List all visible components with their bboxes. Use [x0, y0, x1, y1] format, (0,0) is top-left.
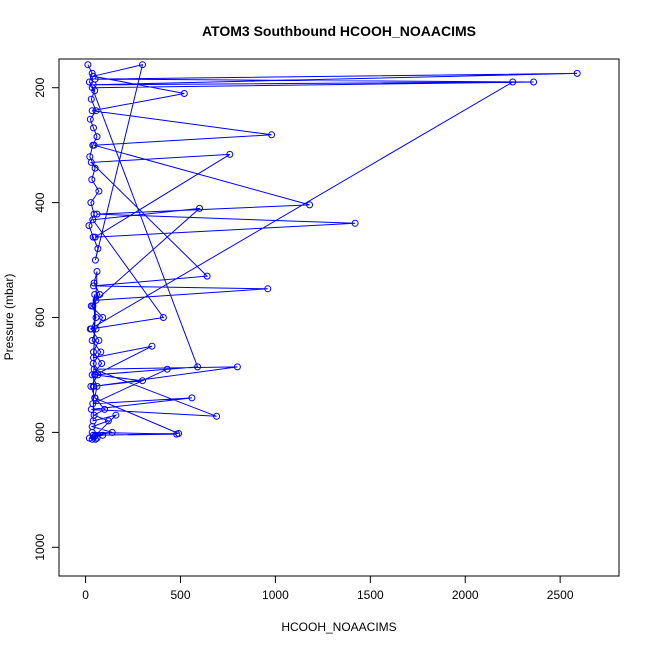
data-point: [196, 204, 203, 212]
data-point: [139, 61, 146, 69]
data-point: [84, 61, 92, 69]
x-tick-label: 0: [82, 588, 89, 602]
data-point: [163, 365, 171, 373]
data-point: [88, 435, 96, 443]
data-point: [97, 348, 105, 356]
data-point: [573, 69, 581, 77]
data-point: [112, 411, 120, 419]
data-point: [530, 78, 538, 86]
data-point: [306, 201, 314, 209]
x-axis-label: HCOOH_NOAACIMS: [281, 620, 396, 634]
plot-area: [84, 61, 581, 443]
data-point: [88, 84, 96, 92]
data-point: [92, 107, 100, 115]
data-point: [93, 382, 101, 390]
data-point: [90, 279, 98, 287]
data-point: [88, 176, 96, 184]
data-point: [188, 394, 196, 402]
x-axis: 0 500 1000 1500 2000 2500: [82, 575, 574, 602]
data-point: [98, 360, 106, 367]
data-point: [95, 187, 103, 195]
data-point: [87, 158, 95, 166]
data-point: [91, 371, 99, 379]
x-tick-label: 1500: [357, 588, 384, 602]
data-point: [148, 342, 156, 350]
data-point: [93, 268, 101, 275]
data-point: [89, 382, 97, 390]
data-point: [87, 199, 95, 207]
data-point: [89, 216, 97, 224]
y-tick-label: 1000: [33, 534, 47, 561]
data-point: [88, 428, 96, 436]
data-point: [90, 124, 97, 132]
data-point: [213, 412, 221, 420]
data-point: [89, 360, 97, 367]
data-point: [139, 377, 146, 385]
series-line: [87, 64, 578, 440]
x-tick-label: 2000: [452, 588, 479, 602]
data-point: [87, 95, 95, 103]
data-point: [92, 314, 100, 321]
y-tick-label: 800: [33, 422, 47, 442]
data-point: [95, 337, 103, 344]
data-point: [233, 363, 241, 371]
data-point: [351, 219, 359, 227]
x-tick-label: 2500: [547, 588, 574, 602]
plot-frame: [58, 58, 620, 577]
data-point: [91, 75, 99, 83]
data-point: [203, 272, 211, 280]
data-point: [264, 285, 272, 293]
data-point: [91, 291, 99, 298]
data-point: [173, 430, 181, 438]
x-tick-label: 500: [170, 588, 190, 602]
data-point: [509, 78, 517, 86]
y-tick-label: 600: [33, 307, 47, 327]
data-point: [108, 428, 116, 436]
data-point: [89, 417, 97, 425]
data-point: [91, 164, 99, 172]
data-point: [268, 131, 276, 139]
data-point: [180, 90, 188, 97]
data-point: [99, 314, 107, 321]
data-point: [91, 233, 99, 241]
data-point: [194, 363, 202, 371]
data-point: [226, 150, 234, 158]
y-axis-label: Pressure (mbar): [2, 274, 16, 361]
data-point: [91, 256, 99, 264]
chart-title: ATOM3 Southbound HCOOH_NOAACIMS: [202, 23, 476, 39]
data-point: [99, 431, 107, 439]
data-point: [96, 291, 104, 298]
y-axis: 200 400 600 800 1000: [33, 77, 60, 561]
data-point: [93, 133, 101, 141]
data-point: [94, 245, 102, 253]
x-tick-label: 1000: [262, 588, 289, 602]
data-point: [85, 222, 93, 230]
data-point: [88, 371, 96, 379]
data-point: [101, 405, 109, 413]
data-point: [86, 115, 94, 123]
data-point: [89, 302, 97, 310]
data-point: [87, 325, 95, 333]
data-point: [104, 417, 112, 425]
data-point: [91, 394, 99, 402]
data-point: [92, 325, 100, 333]
data-point: [159, 314, 167, 321]
data-point: [90, 141, 98, 149]
data-point: [90, 348, 97, 356]
y-tick-label: 400: [33, 192, 47, 212]
data-point: [93, 210, 101, 218]
data-point: [88, 337, 96, 344]
data-point: [89, 233, 97, 241]
y-tick-label: 200: [33, 77, 47, 97]
data-point: [90, 282, 97, 290]
data-point: [93, 434, 101, 442]
data-point: [88, 107, 96, 115]
